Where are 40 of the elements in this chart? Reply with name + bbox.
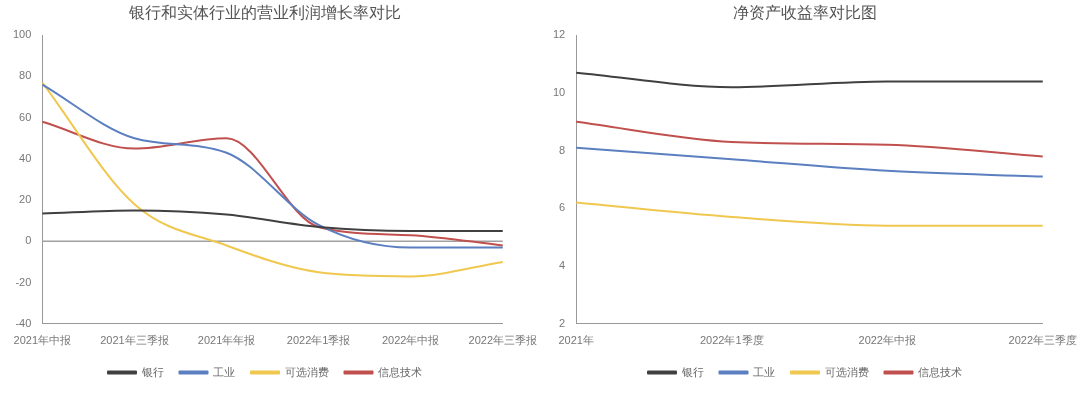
y-tick-label: 60 xyxy=(19,110,32,123)
line-series xyxy=(575,120,1044,158)
line-series xyxy=(41,120,504,247)
legend-label: 银行 xyxy=(680,365,704,378)
line-series xyxy=(41,209,504,233)
x-tick-label: 2021年三季报 xyxy=(100,334,169,347)
y-tick-label: -40 xyxy=(15,316,32,329)
x-tick-label: 2022年中报 xyxy=(858,334,916,347)
y-tick-label: 80 xyxy=(19,69,32,82)
legend-label: 信息技术 xyxy=(378,365,422,378)
y-tick-label: 100 xyxy=(12,28,32,41)
x-tick-label: 2021年中报 xyxy=(13,334,72,347)
legend-label: 工业 xyxy=(213,365,235,378)
y-tick-label: 12 xyxy=(552,28,566,41)
x-tick-label: 2021年年报 xyxy=(197,334,256,347)
y-tick-label: 0 xyxy=(25,234,32,247)
y-tick-label: 20 xyxy=(19,193,32,206)
x-tick-label: 2022年三季度 xyxy=(1008,334,1078,347)
legend-label: 工业 xyxy=(753,365,775,378)
x-tick-label: 2022年中报 xyxy=(381,334,440,347)
y-tick-label: 6 xyxy=(559,201,566,214)
x-tick-label: 2022年1季报 xyxy=(286,334,351,347)
y-tick-label: -20 xyxy=(15,275,32,288)
legend-label: 信息技术 xyxy=(918,365,962,378)
line-series xyxy=(41,81,504,278)
y-tick-label: 8 xyxy=(559,143,566,156)
y-tick-label: 40 xyxy=(19,151,32,164)
chart-title: 净资产收益率对比图 xyxy=(733,2,877,22)
line-series xyxy=(575,146,1044,178)
y-tick-label: 4 xyxy=(559,259,566,272)
legend-label: 可选消费 xyxy=(824,365,869,378)
y-tick-label: 10 xyxy=(552,85,566,98)
x-tick-label: 2022年1季度 xyxy=(699,334,764,347)
line-series xyxy=(41,83,504,249)
y-tick-label: 2 xyxy=(559,316,566,329)
legend-label: 可选消费 xyxy=(284,365,329,378)
x-tick-label: 2022年三季报 xyxy=(468,334,538,347)
legend-label: 银行 xyxy=(140,365,164,378)
chart-title: 银行和实体行业的营业利润增长率对比 xyxy=(128,2,401,22)
x-tick-label: 2021年 xyxy=(558,334,594,347)
